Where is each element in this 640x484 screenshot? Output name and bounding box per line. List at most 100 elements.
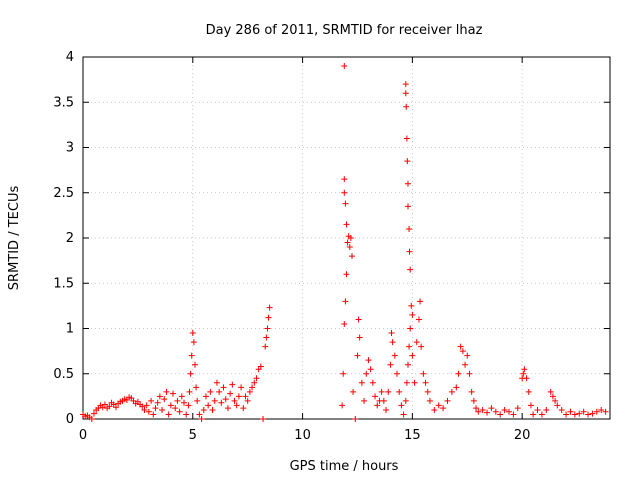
data-point: [176, 408, 183, 415]
data-point: [141, 406, 148, 413]
data-point: [235, 393, 242, 400]
data-point: [435, 402, 442, 409]
x-tick-label: 10: [294, 428, 311, 443]
data-point: [415, 316, 422, 323]
data-point: [198, 416, 205, 422]
data-point: [394, 370, 401, 377]
data-point: [585, 411, 592, 418]
data-point: [213, 379, 220, 386]
data-point: [240, 405, 247, 412]
data-point: [385, 388, 392, 395]
chart-title: Day 286 of 2011, SRMTID for receiver lha…: [206, 23, 483, 38]
data-point: [534, 406, 541, 413]
data-point: [424, 388, 431, 395]
plot-frame: [82, 56, 611, 420]
data-point: [339, 402, 346, 409]
x-tick-label: 5: [189, 428, 197, 443]
y-tick-label: 1.5: [53, 276, 74, 291]
data-point: [343, 271, 350, 278]
data-point: [372, 393, 379, 400]
data-point: [525, 388, 532, 395]
data-point: [420, 370, 427, 377]
data-point: [403, 379, 410, 386]
data-point: [527, 402, 534, 409]
data-point: [367, 366, 374, 373]
data-point: [342, 298, 349, 305]
data-point: [170, 390, 177, 397]
data-point: [244, 397, 251, 404]
data-point: [406, 248, 413, 255]
data-point: [209, 406, 216, 413]
x-axis-label: GPS time / hours: [290, 459, 399, 474]
data-point: [159, 406, 166, 413]
data-point: [409, 352, 416, 359]
data-point: [112, 404, 119, 411]
data-point: [418, 343, 425, 350]
data-point: [400, 411, 407, 418]
data-point: [589, 410, 596, 417]
data-point: [396, 388, 403, 395]
data-point: [346, 244, 353, 251]
data-point: [260, 416, 267, 422]
data-point: [191, 361, 198, 368]
data-point: [253, 375, 260, 382]
data-point: [190, 339, 197, 346]
data-point: [387, 361, 394, 368]
data-point: [165, 411, 172, 418]
data-point: [409, 311, 416, 318]
data-point: [411, 379, 418, 386]
data-point: [356, 334, 363, 341]
data-point: [352, 416, 359, 422]
data-point: [563, 411, 570, 418]
data-point: [156, 393, 163, 400]
data-point: [361, 397, 368, 404]
data-point: [174, 397, 181, 404]
data-point: [484, 409, 491, 416]
data-point: [598, 406, 605, 413]
y-tick-label: 0.5: [53, 367, 74, 382]
data-point: [106, 403, 113, 410]
data-point: [216, 388, 223, 395]
data-point: [593, 408, 600, 415]
data-point: [417, 298, 424, 305]
data-point: [229, 381, 236, 388]
data-point: [602, 408, 609, 415]
data-point: [380, 397, 387, 404]
data-point: [422, 379, 429, 386]
data-point: [90, 410, 97, 417]
data-point: [475, 408, 482, 415]
data-point: [466, 370, 473, 377]
y-tick-label: 3: [66, 141, 74, 156]
data-point: [404, 180, 411, 187]
data-point: [580, 408, 587, 415]
data-point: [388, 330, 395, 337]
data-point: [363, 370, 370, 377]
data-point: [181, 399, 188, 406]
data-point: [567, 408, 574, 415]
data-point: [145, 408, 152, 415]
data-point: [266, 304, 273, 311]
data-point: [231, 397, 238, 404]
data-point: [263, 334, 270, 341]
data-point: [347, 235, 354, 241]
data-point: [426, 397, 433, 404]
data-point: [453, 384, 460, 391]
data-point: [402, 81, 409, 88]
data-point: [398, 402, 405, 409]
y-tick-label: 1: [66, 322, 74, 337]
data-point: [473, 405, 480, 412]
data-point: [224, 405, 231, 412]
data-point: [455, 370, 462, 377]
data-point: [505, 408, 512, 415]
data-point: [341, 320, 348, 327]
data-point: [440, 405, 447, 412]
data-point: [264, 325, 271, 332]
data-point: [194, 397, 201, 404]
data-point: [150, 411, 157, 418]
x-axis: 0 5 10 15 20: [79, 57, 530, 443]
data-point: [530, 411, 537, 418]
data-point: [402, 90, 409, 97]
data-point: [341, 189, 348, 196]
data-point: [383, 406, 390, 413]
data-point: [187, 370, 194, 377]
